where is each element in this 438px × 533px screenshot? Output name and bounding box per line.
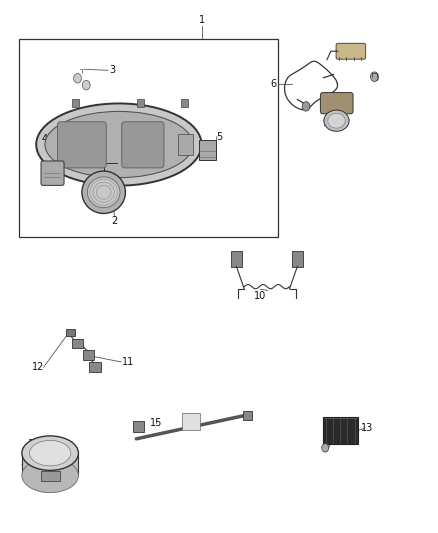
Bar bbox=[19, 38, 278, 237]
Bar bbox=[89, 362, 101, 372]
Text: 14: 14 bbox=[324, 434, 336, 444]
Circle shape bbox=[322, 443, 328, 452]
Text: 5: 5 bbox=[216, 132, 222, 142]
Text: 16: 16 bbox=[28, 439, 40, 449]
Bar bbox=[231, 251, 242, 266]
Circle shape bbox=[74, 74, 81, 83]
Text: 2: 2 bbox=[111, 216, 118, 227]
Text: 10: 10 bbox=[254, 290, 266, 301]
Bar bbox=[72, 100, 79, 108]
FancyBboxPatch shape bbox=[321, 93, 353, 114]
Bar bbox=[181, 100, 187, 108]
Ellipse shape bbox=[87, 177, 120, 208]
Bar bbox=[323, 417, 358, 444]
Ellipse shape bbox=[36, 103, 201, 185]
Circle shape bbox=[371, 72, 378, 82]
Text: 13: 13 bbox=[361, 423, 373, 433]
Bar bbox=[133, 421, 144, 432]
FancyBboxPatch shape bbox=[57, 122, 106, 168]
FancyBboxPatch shape bbox=[122, 122, 164, 168]
Text: 8: 8 bbox=[373, 73, 379, 83]
Bar bbox=[292, 251, 303, 266]
Bar bbox=[41, 471, 60, 481]
Ellipse shape bbox=[82, 171, 125, 214]
Text: 6: 6 bbox=[270, 78, 276, 88]
Ellipse shape bbox=[328, 114, 345, 128]
Text: 7: 7 bbox=[355, 44, 361, 54]
Bar bbox=[22, 453, 78, 475]
Ellipse shape bbox=[45, 111, 193, 177]
Text: 12: 12 bbox=[32, 362, 45, 372]
Bar bbox=[243, 411, 252, 420]
Circle shape bbox=[302, 102, 310, 111]
Ellipse shape bbox=[29, 440, 71, 466]
Bar bbox=[198, 140, 216, 160]
Bar bbox=[83, 350, 94, 360]
FancyBboxPatch shape bbox=[336, 43, 366, 59]
Ellipse shape bbox=[22, 436, 78, 470]
Text: 9: 9 bbox=[322, 118, 328, 128]
Ellipse shape bbox=[22, 458, 78, 492]
Text: 1: 1 bbox=[198, 15, 205, 25]
Bar bbox=[137, 100, 144, 108]
Circle shape bbox=[82, 80, 90, 90]
Text: 4: 4 bbox=[42, 134, 48, 144]
Bar bbox=[66, 328, 75, 336]
FancyBboxPatch shape bbox=[41, 161, 64, 185]
Bar bbox=[182, 413, 200, 430]
Bar bbox=[178, 134, 193, 155]
Bar bbox=[72, 338, 83, 348]
Text: 11: 11 bbox=[121, 357, 134, 367]
Text: 3: 3 bbox=[110, 66, 116, 75]
Text: 15: 15 bbox=[150, 418, 162, 428]
Ellipse shape bbox=[324, 110, 349, 131]
